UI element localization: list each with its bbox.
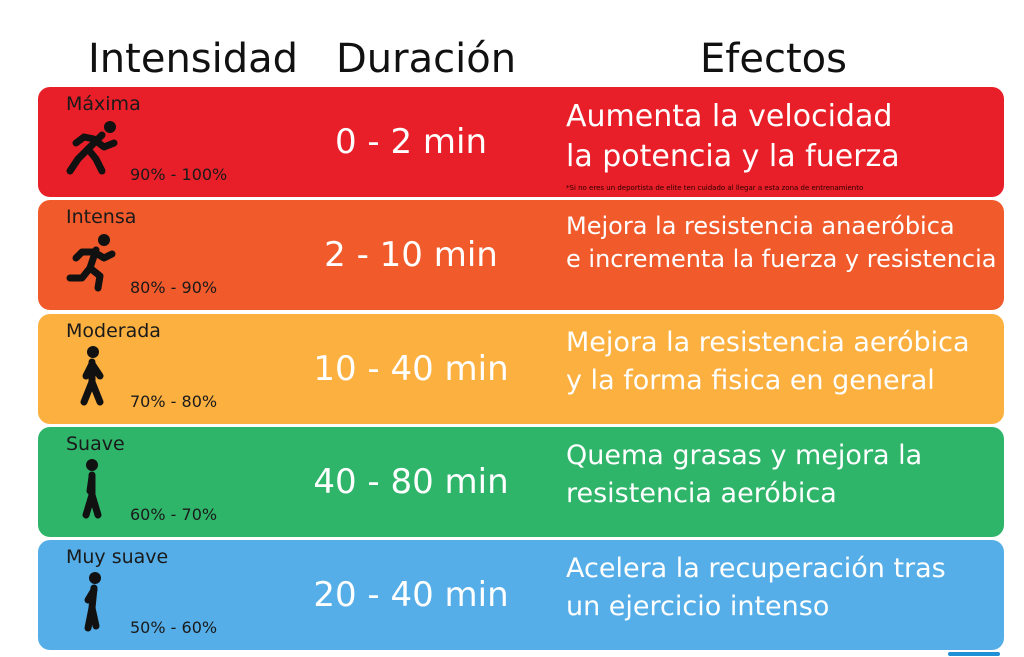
zone-name: Suave bbox=[66, 433, 125, 455]
effects-header: Efectos bbox=[700, 36, 847, 82]
effects-line: un ejercicio intenso bbox=[566, 591, 830, 622]
zone-range: 60% - 70% bbox=[130, 505, 218, 524]
effects-line: Aumenta la velocidad bbox=[566, 99, 893, 134]
zone-row-maxima: Máxima 90% - 100% 0 - 2 min Aumenta la v… bbox=[38, 87, 1004, 197]
zone-row-intensa: Intensa 80% - 90% 2 - 10 min Mejora la r… bbox=[38, 200, 1004, 310]
effects-line: la potencia y la fuerza bbox=[566, 139, 900, 174]
zone-effects: Mejora la resistencia aeróbica y la form… bbox=[566, 324, 998, 400]
zone-duration: 0 - 2 min bbox=[334, 122, 488, 162]
corner-accent bbox=[948, 652, 1000, 656]
zone-name: Máxima bbox=[66, 93, 141, 115]
effects-line: e incrementa la fuerza y resistencia bbox=[566, 245, 997, 273]
effects-line: y la forma fisica en general bbox=[566, 365, 935, 396]
zone-name: Moderada bbox=[66, 320, 161, 342]
zone-duration: 40 - 80 min bbox=[313, 462, 509, 502]
zone-range: 70% - 80% bbox=[130, 392, 218, 411]
intensity-header: Intensidad bbox=[88, 36, 299, 82]
zone-row-suave: Suave 60% - 70% 40 - 80 min Quema grasas… bbox=[38, 427, 1004, 537]
zone-row-muy-suave: Muy suave 50% - 60% 20 - 40 min Acelera … bbox=[38, 540, 1004, 650]
effects-line: resistencia aeróbica bbox=[566, 478, 837, 509]
effects-line: Mejora la resistencia anaeróbica bbox=[566, 212, 955, 240]
zone-name: Intensa bbox=[66, 206, 137, 228]
zone-range: 50% - 60% bbox=[130, 618, 218, 637]
slow-walker-icon bbox=[84, 572, 101, 632]
zone-effects: Acelera la recuperación tras un ejercici… bbox=[566, 550, 998, 626]
zone-effects: Aumenta la velocidad la potencia y la fu… bbox=[566, 97, 998, 177]
zone-effects: Quema grasas y mejora la resistencia aer… bbox=[566, 437, 998, 513]
zone-range: 80% - 90% bbox=[130, 278, 218, 297]
runner-icon bbox=[66, 234, 116, 292]
zone-duration: 10 - 40 min bbox=[313, 349, 509, 389]
walker-icon bbox=[82, 459, 102, 519]
zone-effects: Mejora la resistencia anaeróbica e incre… bbox=[566, 210, 998, 276]
effects-line: Mejora la resistencia aeróbica bbox=[566, 327, 970, 358]
effects-line: Quema grasas y mejora la bbox=[566, 440, 923, 471]
zone-name: Muy suave bbox=[66, 546, 169, 568]
effects-line: Acelera la recuperación tras bbox=[566, 553, 946, 584]
zone-row-moderada: Moderada 70% - 80% 10 - 40 min Mejora la… bbox=[38, 314, 1004, 424]
zone-duration: 20 - 40 min bbox=[313, 575, 509, 615]
sprinter-icon bbox=[66, 121, 118, 175]
warning-note: *Si no eres un deportista de elite ten c… bbox=[566, 184, 864, 192]
fast-walker-icon bbox=[80, 346, 104, 406]
zone-range: 90% - 100% bbox=[130, 165, 228, 184]
zone-duration: 2 - 10 min bbox=[324, 235, 498, 275]
duration-header: Duración bbox=[336, 36, 517, 82]
